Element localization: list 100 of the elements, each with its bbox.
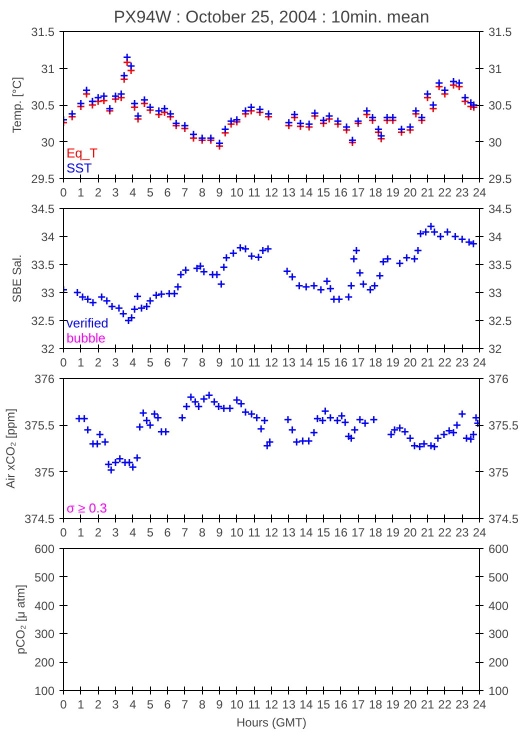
- x-tick-label: 20: [403, 698, 418, 712]
- y-tick-label: 200: [34, 656, 55, 670]
- x-tick-label: 24: [472, 698, 486, 712]
- x-tick-label: 18: [368, 186, 382, 200]
- y-tick-label: 32: [41, 342, 55, 356]
- x-tick-label: 4: [129, 526, 136, 540]
- x-tick-label: 21: [420, 186, 434, 200]
- y-tick-label: 300: [34, 627, 55, 642]
- y-tick-label: 100: [34, 684, 55, 698]
- y2-tick-label: 375.5: [488, 418, 519, 433]
- x-tick-label: 7: [181, 698, 188, 712]
- x-tick-label: 13: [282, 356, 296, 370]
- x-tick-label: 23: [455, 356, 470, 370]
- x-tick-label: 23: [455, 186, 470, 200]
- x-tick-label: 15: [316, 526, 330, 540]
- x-tick-label: 13: [282, 698, 296, 712]
- x-tick-label: 21: [420, 356, 434, 370]
- x-tick-label: 2: [94, 356, 102, 370]
- y-tick-label: 34: [41, 230, 55, 244]
- y-axis-title: Air xCO₂ [ppm]: [3, 408, 18, 488]
- x-tick-label: 15: [316, 698, 330, 712]
- y2-tick-label: 33: [488, 286, 502, 300]
- x-tick-label: 12: [264, 698, 278, 712]
- x-tick-label: 6: [164, 186, 172, 200]
- y-tick-label: 374.5: [24, 512, 55, 526]
- y2-tick-label: 400: [488, 598, 509, 613]
- x-tick-label: 7: [181, 526, 188, 540]
- y-tick-label: 376: [34, 372, 55, 386]
- y-tick-label: 600: [34, 542, 55, 556]
- x-tick-label: 14: [299, 526, 314, 540]
- x-tick-label: 11: [248, 186, 261, 200]
- y2-tick-label: 33.5: [488, 258, 512, 272]
- y-tick-label: 34.5: [31, 202, 55, 216]
- chart-title: PX94W : October 25, 2004 : 10min. mean: [114, 8, 430, 26]
- x-tick-label: 11: [248, 356, 261, 370]
- y-tick-label: 400: [34, 598, 55, 613]
- y-axis-title: SBE Sal.: [10, 254, 24, 303]
- x-tick-label: 15: [316, 186, 330, 200]
- x-tick-label: 22: [438, 356, 452, 370]
- y2-tick-label: 31: [488, 62, 502, 76]
- y2-tick-label: 34: [488, 230, 502, 244]
- y2-tick-label: 376: [488, 372, 509, 386]
- x-tick-label: 4: [129, 356, 136, 370]
- x-tick-label: 0: [60, 526, 68, 540]
- x-tick-label: 11: [248, 526, 261, 540]
- x-tick-label: 18: [368, 698, 382, 712]
- x-tick-label: 19: [386, 698, 400, 712]
- x-tick-label: 14: [299, 698, 314, 712]
- y2-tick-label: 300: [488, 627, 509, 642]
- y2-tick-label: 34.5: [488, 202, 512, 216]
- x-tick-label: 20: [403, 186, 418, 200]
- y2-tick-label: 31.5: [488, 25, 512, 39]
- y2-tick-label: 30.5: [488, 98, 512, 112]
- x-tick-label: 17: [351, 356, 366, 370]
- x-tick-label: 24: [472, 356, 486, 370]
- y2-tick-label: 30: [488, 135, 502, 150]
- y-tick-label: 29.5: [31, 172, 55, 186]
- x-tick-label: 8: [198, 356, 206, 370]
- x-tick-label: 8: [198, 186, 206, 200]
- x-tick-label: 19: [386, 356, 400, 370]
- x-tick-label: 22: [438, 698, 452, 712]
- x-tick-label: 17: [351, 698, 366, 712]
- x-tick-label: 9: [216, 186, 224, 200]
- y-tick-label: 33: [41, 286, 55, 300]
- x-tick-label: 20: [403, 526, 418, 540]
- x-tick-label: 9: [216, 526, 224, 540]
- legend-label: bubble: [66, 330, 106, 346]
- x-tick-label: 12: [264, 526, 278, 540]
- x-tick-label: 0: [60, 186, 68, 200]
- x-tick-label: 21: [420, 698, 434, 712]
- x-tick-label: 8: [198, 526, 206, 540]
- series-label: Eq_T: [66, 146, 98, 160]
- x-tick-label: 11: [248, 698, 261, 712]
- y2-tick-label: 100: [488, 684, 509, 698]
- y-tick-label: 375.5: [24, 418, 55, 433]
- x-tick-label: 16: [334, 356, 348, 370]
- x-tick-label: 5: [146, 698, 154, 712]
- x-tick-label: 4: [129, 698, 136, 712]
- x-tick-label: 2: [94, 526, 102, 540]
- series-label: verified: [66, 316, 108, 330]
- x-tick-label: 24: [472, 526, 486, 540]
- x-tick-label: 3: [112, 356, 120, 370]
- x-tick-label: 6: [164, 356, 172, 370]
- x-tick-label: 2: [94, 698, 102, 712]
- x-tick-label: 15: [316, 356, 330, 370]
- y-tick-label: 33.5: [31, 258, 55, 272]
- x-tick-label: 16: [334, 526, 348, 540]
- x-tick-label: 17: [351, 186, 366, 200]
- x-tick-label: 17: [351, 526, 366, 540]
- x-tick-label: 23: [455, 526, 470, 540]
- y-tick-label: 375: [34, 465, 55, 480]
- x-tick-label: 19: [386, 186, 400, 200]
- x-tick-label: 9: [216, 698, 224, 712]
- x-tick-label: 7: [181, 186, 188, 200]
- y2-tick-label: 200: [488, 656, 509, 670]
- y-axis-title: pCO₂ [μ atm]: [13, 584, 28, 654]
- x-tick-label: 3: [112, 186, 120, 200]
- y-tick-label: 30: [41, 135, 55, 150]
- x-tick-label: 12: [264, 356, 278, 370]
- x-tick-label: 24: [472, 186, 486, 200]
